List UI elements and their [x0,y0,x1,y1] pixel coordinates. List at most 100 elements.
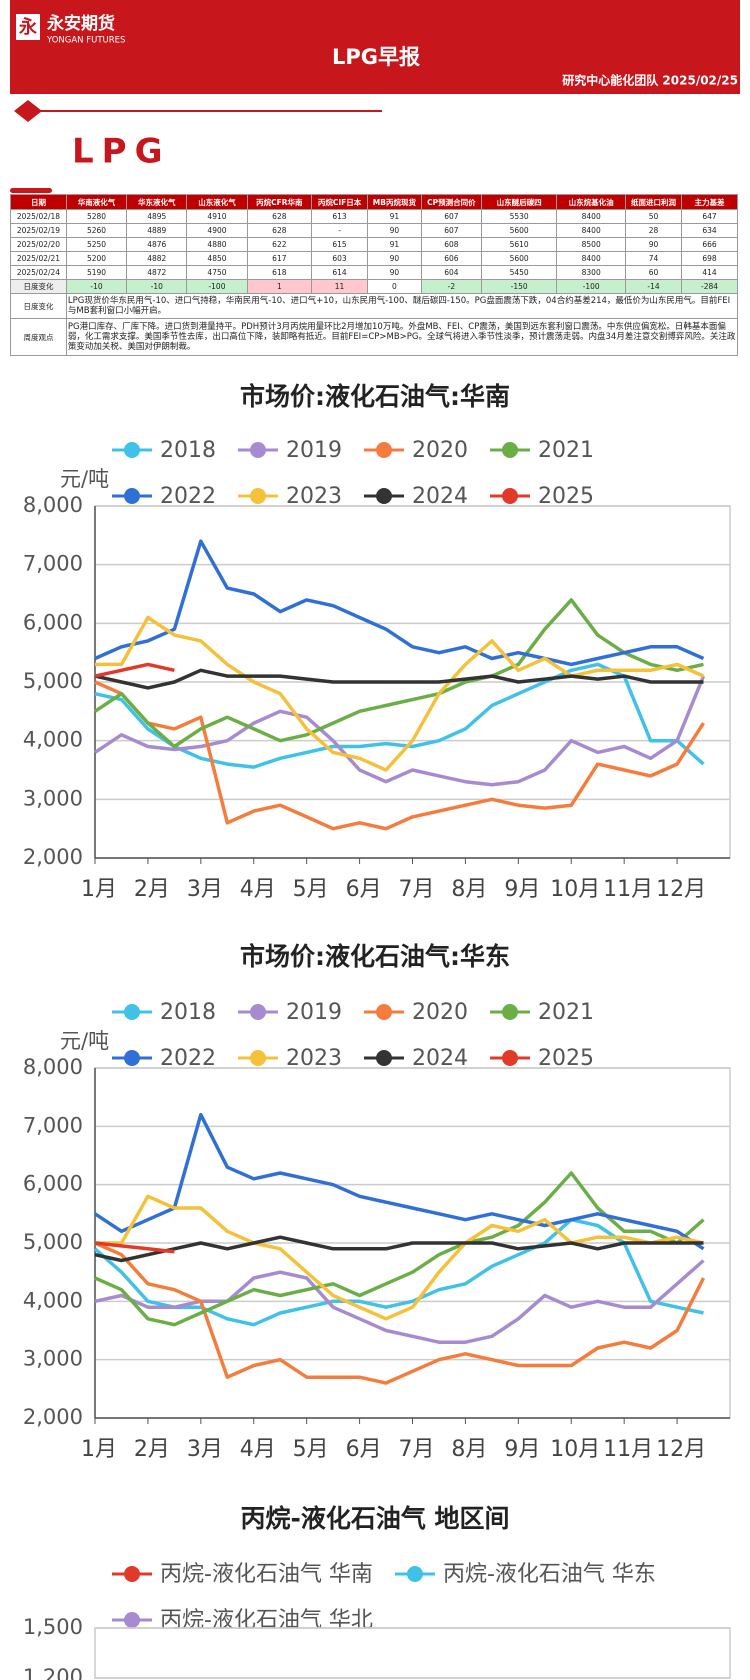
legend-label: 2024 [412,1046,468,1071]
table-cell: 622 [246,237,313,252]
legend-dot [124,1004,140,1020]
table-cell: 5250 [65,237,128,252]
column-header: CP预测合同价 [420,194,483,210]
table-row: 2025/02/24 5190 4872 4750 618 614 90 604 5450 830… [10,265,738,280]
x-tick-label: 7月 [399,1437,435,1462]
series-line [94,1259,705,1344]
x-tick-label: 8月 [451,877,487,902]
x-tick-label: 2月 [134,877,170,902]
legend-dot [124,1566,140,1582]
table-cell: 647 [681,209,738,224]
table-cell: 603 [311,251,369,266]
change-cell: -284 [681,279,738,294]
x-tick-label: 9月 [504,1437,540,1462]
table-cell: 8500 [556,237,627,252]
y-tick-label: 1,500 [23,1615,83,1639]
table-cell: 5200 [65,251,128,266]
table-cell: 615 [311,237,369,252]
table-cell: 5600 [480,223,558,238]
x-tick-label: 10月 [550,877,600,902]
legend-item: 2024 [364,484,468,509]
legend-label: 2018 [160,1000,216,1025]
series-line [94,680,705,831]
table-cell: 628 [246,223,313,238]
legend-label: 2024 [412,484,468,509]
legend-item: 2021 [490,1000,594,1025]
legend-dot [376,442,392,458]
series-line [95,1194,704,1321]
table-cell: 90 [625,237,683,252]
table-cell: 91 [367,209,422,224]
legend-item: 2022 [112,484,216,509]
table-cell: 5600 [480,251,558,266]
table-cell: 4882 [126,251,188,266]
legend-item: 2024 [364,1046,468,1071]
change-cell: -100 [556,279,627,294]
table-cell: 91 [367,237,422,252]
table-cell: 2025/02/19 [10,223,67,238]
legend-item: 2020 [364,438,468,463]
y-tick-label: 7,000 [23,1113,83,1137]
y-tick-label: 6,000 [23,1172,83,1196]
x-tick-label: 6月 [346,1437,382,1462]
note-label: 日度变化 [10,293,67,319]
legend-item: 2022 [112,1046,216,1071]
x-tick-label: 6月 [346,877,382,902]
note-label: 周度观点 [10,318,67,356]
change-cell: -100 [186,279,248,294]
series-line [94,1171,705,1327]
y-axis-label: 元/吨 [60,1029,109,1053]
column-header: 日期 [10,194,67,210]
table-cell: 90 [367,223,422,238]
series-line [94,662,705,769]
table-cell: 28 [625,223,683,238]
legend-item: 2019 [238,438,342,463]
legend-item: 2023 [238,484,342,509]
x-tick-label: 2月 [134,1437,170,1462]
y-tick-label: 8,000 [23,493,83,517]
table-cell: 608 [420,237,483,252]
note-text: LPG现货价华东民用气-10、进口气持稳，华南民用气-10、进口气+10，山东民… [65,293,739,319]
x-tick-label: 11月 [603,1437,653,1462]
column-header: 纸面进口利润 [625,194,683,210]
legend-dot [502,488,518,504]
table-cell: 4876 [126,237,188,252]
legend-dot [502,1050,518,1066]
table-cell: 60 [625,265,683,280]
section-title: LPG [72,132,171,172]
table-cell: 414 [681,265,738,280]
team-date: 研究中心能化团队 2025/02/25 [562,73,738,88]
table-cell: 4900 [186,223,248,238]
logo-en: YONGAN FUTURES [46,36,125,46]
table-cell: 4889 [126,223,188,238]
series-line [94,662,175,678]
data-table: 日期 华南液化气 华东液化气 山东液化气 丙烷CFR华南 丙烷CIF日本 MB丙烷现货 CP预… [10,194,739,356]
x-tick-label: 3月 [187,877,223,902]
legend-item: 2020 [364,1000,468,1025]
legend-label: 2021 [538,1000,594,1025]
chart-title: 市场价:液化石油气:华南 [240,382,510,411]
note-text: PG港口库存、厂库下降。进口货到港量持平。PDH预计3月丙烷用量环比2月增加10… [65,318,739,356]
series-line [94,1112,705,1251]
table-cell: 2025/02/18 [10,209,67,224]
legend-label: 丙烷-液化石油气 华南 [160,1562,373,1587]
table-cell: 2025/02/24 [10,265,67,280]
legend-dot [250,488,266,504]
y-tick-label: 4,000 [23,1288,83,1312]
legend-label: 2019 [286,438,342,463]
y-tick-label: 8,000 [23,1055,83,1079]
x-tick-label: 4月 [240,1437,276,1462]
table-cell: - [311,223,369,238]
legend-label: 2021 [538,438,594,463]
y-tick-label: 6,000 [23,610,83,634]
x-tick-label: 4月 [240,877,276,902]
table-row: 日度变化 LPG现货价华东民用气-10、进口气持稳，华南民用气-10、进口气+10… [10,293,739,319]
table-row: 2025/02/19 5260 4889 4900 628-90 607 5600 8400 2… [10,223,738,238]
column-header: 华南液化气 [65,194,128,210]
table-cell: 628 [246,209,313,224]
table-row: 日度变化 -10 -10 -100 1 11 0 -2 -150 -100 -14 -284 [10,279,738,294]
x-tick-label: 11月 [603,877,653,902]
series-line [94,598,704,749]
y-tick-label: 5,000 [23,1230,83,1254]
